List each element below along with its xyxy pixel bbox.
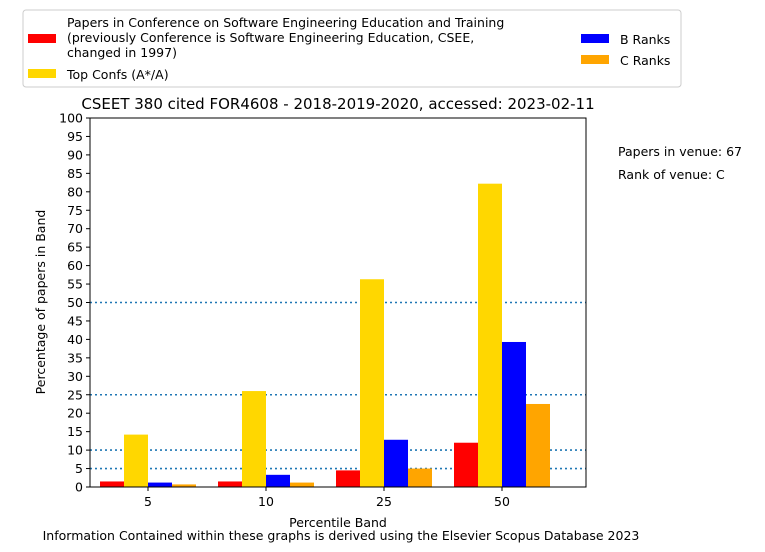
- bar-series3-50: [526, 403, 550, 487]
- y-tick-label: 15: [67, 424, 83, 439]
- x-axis-label: Percentile Band: [289, 515, 387, 530]
- y-tick-label: 75: [67, 203, 83, 218]
- bar-series0-5: [100, 481, 124, 487]
- y-tick-label: 85: [67, 166, 83, 181]
- legend-swatch-0: [28, 34, 56, 43]
- legend-label-0: changed in 1997): [67, 45, 177, 60]
- y-tick-label: 65: [67, 240, 83, 255]
- bar-series2-50: [502, 341, 526, 487]
- legend-swatch-3: [581, 55, 609, 64]
- bar-series1-50: [478, 183, 502, 487]
- bar-series0-25: [336, 470, 360, 487]
- bar-series1-25: [360, 279, 384, 487]
- y-axis-label: Percentage of papers in Band: [33, 210, 48, 395]
- annotation-rank-of-venue: Rank of venue: C: [618, 167, 725, 182]
- bar-series3-5: [172, 484, 196, 487]
- bar-series1-5: [124, 434, 148, 487]
- y-tick-label: 80: [67, 184, 83, 199]
- y-tick-label: 90: [67, 147, 83, 162]
- legend-swatch-1: [28, 69, 56, 78]
- y-tick-label: 50: [67, 295, 83, 310]
- legend-swatch-2: [581, 34, 609, 43]
- legend: Papers in Conference on Software Enginee…: [22, 9, 682, 88]
- y-tick-label: 25: [67, 387, 83, 402]
- legend-label-1: Top Confs (A*/A): [66, 67, 169, 82]
- legend-label-0: (previously Conference is Software Engin…: [67, 30, 474, 45]
- legend-label-3: C Ranks: [620, 53, 670, 68]
- x-tick-label: 5: [144, 494, 152, 509]
- legend-frame: [22, 9, 682, 88]
- y-tick-label: 30: [67, 369, 83, 384]
- y-tick-label: 5: [75, 461, 83, 476]
- y-tick-label: 60: [67, 258, 83, 273]
- chart-title: CSEET 380 cited FOR4608 - 2018-2019-2020…: [81, 95, 594, 113]
- bar-series3-25: [408, 468, 432, 487]
- y-tick-label: 20: [67, 406, 83, 421]
- y-tick-label: 10: [67, 443, 83, 458]
- y-tick-label: 95: [67, 129, 83, 144]
- y-tick-label: 70: [67, 221, 83, 236]
- bar-series2-5: [148, 482, 172, 487]
- x-tick-label: 50: [494, 494, 510, 509]
- bar-series3-10: [290, 482, 314, 487]
- y-tick-label: 0: [75, 480, 83, 495]
- legend-label-2: B Ranks: [620, 32, 670, 47]
- legend-label-0: Papers in Conference on Software Enginee…: [67, 15, 504, 30]
- y-tick-label: 35: [67, 350, 83, 365]
- x-tick-label: 25: [376, 494, 392, 509]
- bar-series0-50: [454, 442, 478, 487]
- bar-series0-10: [218, 481, 242, 487]
- y-tick-label: 40: [67, 332, 83, 347]
- x-axis: 5 10 25 50: [144, 487, 510, 509]
- plot-area: [89, 117, 587, 488]
- y-tick-label: 45: [67, 313, 83, 328]
- annotation-papers-in-venue: Papers in venue: 67: [618, 144, 742, 159]
- bar-series1-10: [242, 391, 266, 487]
- y-axis: 0 5 10 15 20 25 30 35 40 45 50 55 60 65 70 75 80 85 90 95 10…: [59, 111, 90, 495]
- bar-series2-25: [384, 439, 408, 487]
- bar-series2-10: [266, 474, 290, 487]
- y-tick-label: 100: [59, 111, 83, 126]
- y-tick-label: 55: [67, 277, 83, 292]
- x-tick-label: 10: [258, 494, 274, 509]
- footer-note: Information Contained within these graph…: [43, 528, 640, 543]
